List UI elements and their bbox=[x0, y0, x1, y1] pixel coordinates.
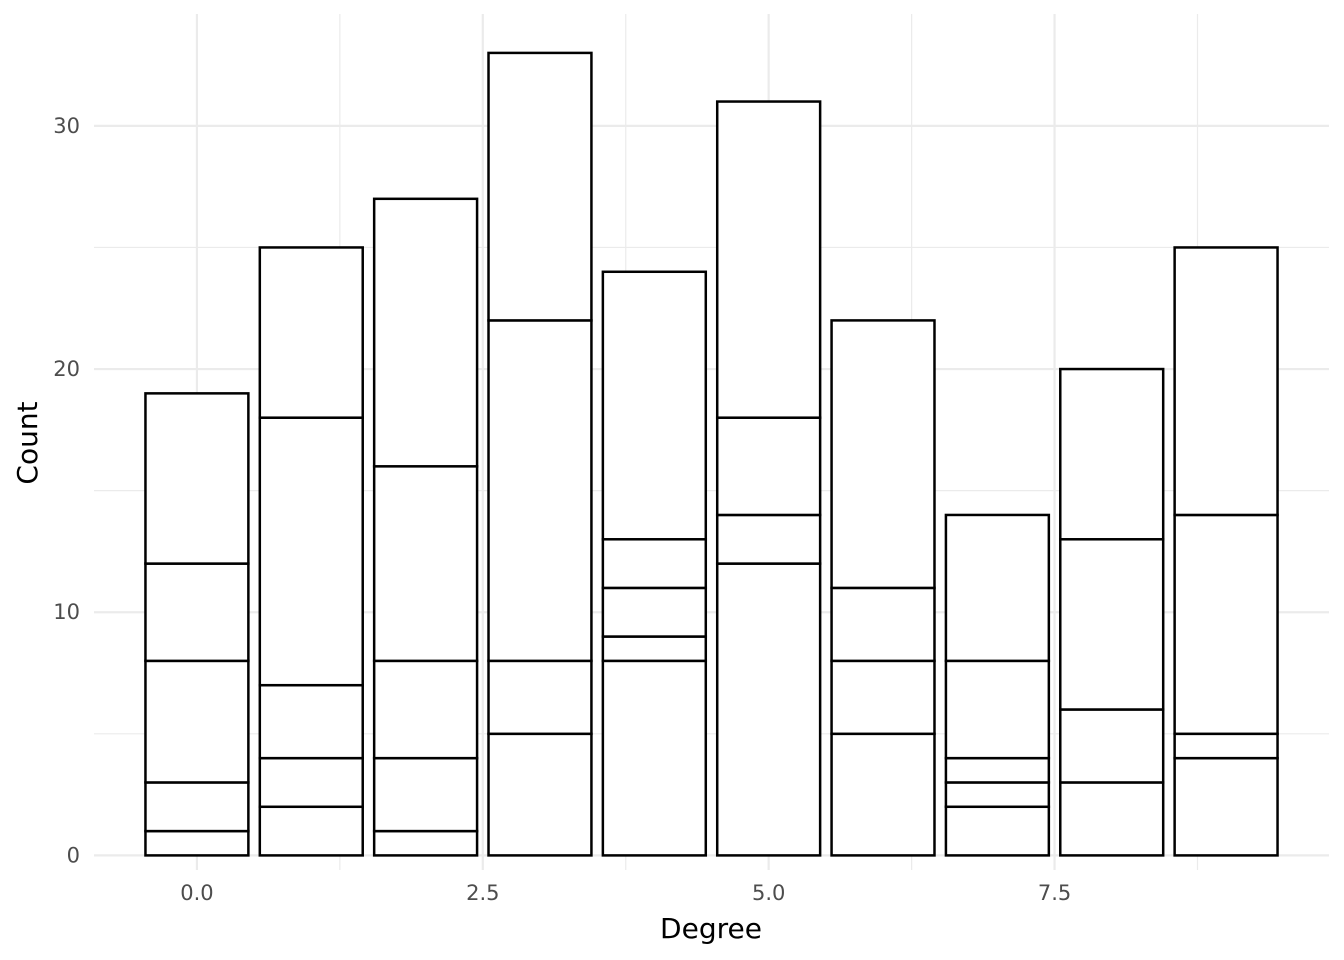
bar-segment bbox=[372, 465, 479, 663]
bar-segment bbox=[601, 586, 708, 638]
bar-segment bbox=[372, 829, 479, 857]
bar-segment bbox=[372, 197, 479, 468]
bar-segment bbox=[144, 392, 250, 565]
bar-group bbox=[715, 100, 822, 857]
bars bbox=[144, 51, 1279, 857]
bar-segment bbox=[258, 756, 364, 809]
y-tick-label: 10 bbox=[53, 600, 80, 624]
bar-segment bbox=[601, 635, 708, 663]
y-axis-title: Count bbox=[11, 401, 44, 484]
bar-segment bbox=[1173, 513, 1279, 736]
bar-segment bbox=[372, 756, 479, 833]
bar-segment bbox=[1173, 756, 1279, 857]
x-axis-tick-labels: 0.0 2.5 5.0 7.5 bbox=[180, 881, 1071, 905]
bar-segment bbox=[1173, 732, 1279, 760]
bar-segment bbox=[944, 781, 1051, 809]
bar-group bbox=[944, 513, 1051, 857]
bar-group bbox=[1173, 246, 1279, 857]
bar-segment bbox=[258, 683, 364, 760]
bar-segment bbox=[487, 659, 593, 736]
y-tick-label: 20 bbox=[53, 357, 80, 381]
bar-segment bbox=[1059, 367, 1165, 541]
bar-group bbox=[1059, 367, 1165, 857]
bar-segment bbox=[1059, 538, 1165, 711]
bar-segment bbox=[144, 829, 250, 857]
bar-segment bbox=[1173, 246, 1279, 517]
bar-segment bbox=[487, 732, 593, 857]
x-tick-label: 0.0 bbox=[180, 881, 213, 905]
bar-segment bbox=[487, 319, 593, 663]
bar-segment bbox=[144, 781, 250, 833]
bar-segment bbox=[487, 51, 593, 322]
bar-segment bbox=[944, 513, 1051, 663]
bar-segment bbox=[830, 732, 936, 857]
bar-segment bbox=[601, 659, 708, 857]
bar-segment bbox=[830, 659, 936, 736]
bar-segment bbox=[715, 513, 822, 565]
bar-group bbox=[830, 319, 936, 857]
bar-segment bbox=[944, 805, 1051, 857]
bar-group bbox=[372, 197, 479, 857]
bar-segment bbox=[372, 659, 479, 760]
bar-segment bbox=[715, 562, 822, 857]
bar-group bbox=[258, 246, 364, 857]
y-tick-label: 30 bbox=[53, 114, 80, 138]
x-tick-label: 7.5 bbox=[1038, 881, 1071, 905]
bar-segment bbox=[715, 416, 822, 517]
bar-segment bbox=[830, 319, 936, 590]
bar-segment bbox=[715, 100, 822, 419]
bar-segment bbox=[601, 538, 708, 590]
bar-segment bbox=[601, 270, 708, 541]
bar-segment bbox=[258, 416, 364, 687]
y-tick-label: 0 bbox=[67, 843, 80, 867]
bar-group bbox=[144, 392, 250, 857]
x-axis-title: Degree bbox=[660, 912, 762, 945]
bar-group bbox=[487, 51, 593, 857]
bar-segment bbox=[258, 805, 364, 857]
bar-segment bbox=[1059, 781, 1165, 857]
bar-segment bbox=[1059, 708, 1165, 784]
bar-segment bbox=[944, 659, 1051, 760]
bar-group bbox=[601, 270, 708, 857]
bar-segment bbox=[830, 586, 936, 663]
bar-segment bbox=[144, 659, 250, 784]
x-tick-label: 2.5 bbox=[466, 881, 499, 905]
bar-segment bbox=[944, 756, 1051, 784]
x-tick-label: 5.0 bbox=[752, 881, 785, 905]
bar-segment bbox=[144, 562, 250, 663]
y-axis-tick-labels: 0 10 20 30 bbox=[53, 114, 80, 868]
bar-segment bbox=[258, 246, 364, 419]
